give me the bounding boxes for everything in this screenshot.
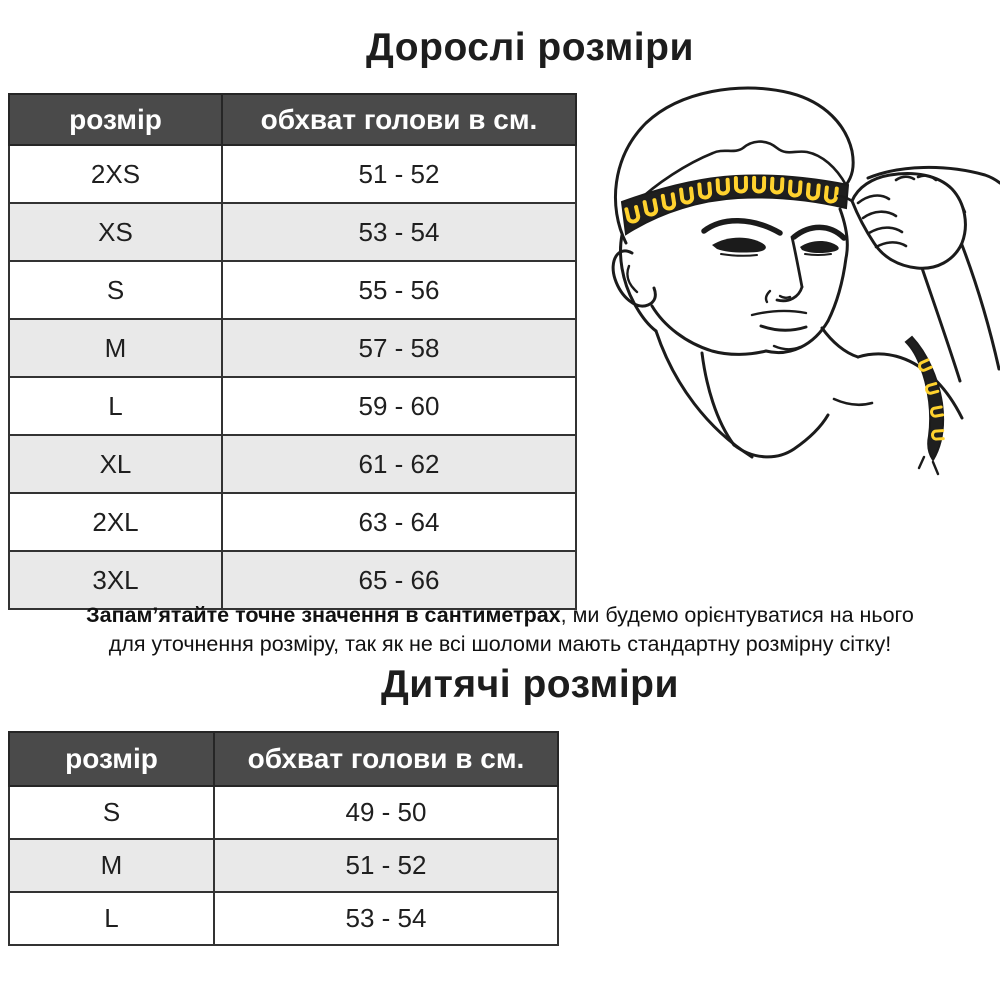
size-cell: S: [8, 260, 223, 320]
circumference-cell: 51 - 52: [213, 838, 559, 893]
size-cell: 2XS: [8, 144, 223, 204]
table-row: XS 53 - 54: [8, 202, 577, 262]
table-row: 2XS 51 - 52: [8, 144, 577, 204]
eyes: [712, 237, 839, 254]
circumference-cell: 63 - 64: [221, 492, 577, 552]
table-row: XL 61 - 62: [8, 434, 577, 494]
size-cell: XS: [8, 202, 223, 262]
kids-size-table: розмір обхват голови в см. S 49 - 50 M 51 -…: [8, 731, 559, 946]
tape-end: [904, 335, 945, 476]
table-row: L 59 - 60: [8, 376, 577, 436]
circumference-cell: 53 - 54: [221, 202, 577, 262]
size-cell: L: [8, 376, 223, 436]
circumference-cell: 55 - 56: [221, 260, 577, 320]
circumference-column-header: обхват голови в см.: [221, 93, 577, 146]
circumference-cell: 53 - 54: [213, 891, 559, 946]
adult-sizes-title: Дорослі розміри: [366, 26, 694, 69]
size-note: Запам’ятайте точне значення в сантиметра…: [0, 601, 1000, 659]
table-row: 2XL 63 - 64: [8, 492, 577, 552]
circumference-column-header: обхват голови в см.: [213, 731, 559, 787]
circumference-cell: 51 - 52: [221, 144, 577, 204]
hand: [836, 172, 967, 270]
size-column-header: розмір: [8, 93, 223, 146]
size-cell: 3XL: [8, 550, 223, 610]
size-cell: 2XL: [8, 492, 223, 552]
table-header-row: розмір обхват голови в см.: [8, 731, 559, 787]
adult-size-table: розмір обхват голови в см. 2XS 51 - 52 XS 5…: [8, 93, 577, 610]
circumference-cell: 49 - 50: [213, 785, 559, 840]
note-regular-text: , ми будемо орієнтуватися на нього: [560, 603, 914, 627]
circumference-cell: 57 - 58: [221, 318, 577, 378]
table-header-row: розмір обхват голови в см.: [8, 93, 577, 146]
tape-band: [620, 174, 850, 236]
circumference-cell: 65 - 66: [221, 550, 577, 610]
tape-marks: [624, 175, 839, 224]
size-cell: M: [8, 838, 215, 893]
size-cell: XL: [8, 434, 223, 494]
table-row: L 53 - 54: [8, 891, 559, 946]
circumference-cell: 61 - 62: [221, 434, 577, 494]
size-cell: M: [8, 318, 223, 378]
table-row: S 49 - 50: [8, 785, 559, 840]
head-lines: [611, 86, 1000, 459]
size-cell: L: [8, 891, 215, 946]
table-row: M 51 - 52: [8, 838, 559, 893]
note-line2: для уточнення розміру, так як не всі шол…: [108, 632, 892, 656]
note-bold-text: Запам’ятайте точне значення в сантиметра…: [86, 603, 561, 627]
table-row: S 55 - 56: [8, 260, 577, 320]
measuring-head-illustration: [611, 86, 1000, 476]
table-row: 3XL 65 - 66: [8, 550, 577, 610]
kids-sizes-title: Дитячі розміри: [381, 663, 679, 706]
circumference-cell: 59 - 60: [221, 376, 577, 436]
size-column-header: розмір: [8, 731, 215, 787]
table-row: M 57 - 58: [8, 318, 577, 378]
size-cell: S: [8, 785, 215, 840]
